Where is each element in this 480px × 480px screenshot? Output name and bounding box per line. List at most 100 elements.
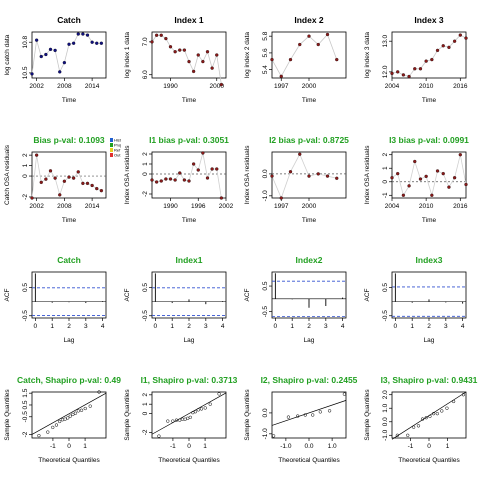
series-line bbox=[31, 155, 102, 199]
panel-title: Index 1 bbox=[174, 15, 204, 25]
x-tick-label: 2010 bbox=[419, 83, 434, 90]
x-axis-label: Lag bbox=[424, 337, 435, 344]
data-point bbox=[288, 57, 293, 62]
data-point bbox=[458, 33, 462, 37]
series-line bbox=[391, 154, 467, 197]
y-axis-label: ACF bbox=[364, 288, 371, 301]
data-point bbox=[58, 193, 62, 197]
panel-p9: Catch 0 1 2 3 4 -0.5 0.5 Lag ACF bbox=[4, 255, 107, 344]
y-tick-label: 5.4 bbox=[262, 65, 269, 74]
data-point bbox=[452, 176, 457, 180]
y-tick-label: 0.0 bbox=[382, 417, 389, 426]
data-point bbox=[164, 177, 168, 181]
panel-title: Bias p-val: 0.1093 bbox=[33, 135, 105, 145]
qq-point bbox=[445, 406, 449, 410]
data-point bbox=[164, 36, 168, 41]
data-point bbox=[335, 176, 339, 180]
x-axis-label: Time bbox=[182, 217, 197, 224]
y-tick-label: 7.0 bbox=[142, 37, 149, 46]
x-axis-label: Theoretical Quantiles bbox=[38, 457, 100, 464]
data-point bbox=[62, 179, 67, 183]
data-point bbox=[178, 48, 182, 52]
data-point bbox=[215, 53, 219, 57]
data-point bbox=[418, 177, 423, 181]
panel-title: Index3 bbox=[416, 255, 443, 265]
y-tick-label: -0.5 bbox=[382, 310, 389, 322]
y-tick-label: 2 bbox=[142, 152, 149, 156]
y-tick-label: 0.0 bbox=[262, 169, 269, 178]
y-axis-label: Sample Quantiles bbox=[244, 389, 251, 441]
x-axis-label: Time bbox=[422, 217, 437, 224]
qq-point bbox=[420, 417, 425, 421]
x-axis-label: Time bbox=[302, 217, 317, 224]
x-tick-label: 3 bbox=[204, 323, 208, 330]
y-tick-label: -1.0 bbox=[262, 190, 269, 202]
x-tick-label: 1 bbox=[410, 323, 414, 330]
x-tick-label: 2002 bbox=[29, 203, 44, 210]
x-tick-label: 0 bbox=[274, 323, 278, 330]
panel-p7: I2 bias p-val: 0.8725 1997 2000 -1.0 0.0 Time… bbox=[244, 135, 349, 224]
data-point bbox=[210, 167, 214, 171]
y-tick-label: -2 bbox=[22, 194, 29, 200]
data-point bbox=[196, 53, 200, 57]
x-tick-label: 2014 bbox=[85, 203, 100, 210]
x-tick-label: 2016 bbox=[453, 203, 468, 210]
data-point bbox=[407, 74, 411, 79]
data-point bbox=[90, 40, 94, 44]
data-point bbox=[270, 174, 274, 178]
qq-point bbox=[178, 418, 182, 422]
x-axis-label: Theoretical Quantiles bbox=[158, 457, 220, 464]
panel-title: I2, Shapiro p-val: 0.2455 bbox=[261, 375, 358, 385]
panel-title: Catch bbox=[57, 15, 81, 25]
y-tick-label: 0.5 bbox=[22, 400, 29, 409]
data-point bbox=[173, 50, 177, 54]
x-axis-label: Time bbox=[422, 97, 437, 104]
panel-p10: Index1 0 1 2 3 4 -0.5 0.5 Lag ACF bbox=[124, 255, 227, 344]
qq-point bbox=[79, 408, 84, 412]
x-axis-label: Time bbox=[182, 97, 197, 104]
x-tick-label: 1.0 bbox=[328, 443, 337, 450]
qq-point bbox=[411, 425, 416, 429]
data-point bbox=[401, 73, 406, 77]
qq-point bbox=[318, 410, 322, 414]
x-axis-label: Time bbox=[62, 217, 77, 224]
qq-point bbox=[451, 399, 456, 404]
data-point bbox=[413, 67, 417, 71]
data-point bbox=[447, 45, 451, 49]
x-tick-label: 2 bbox=[67, 323, 71, 330]
y-tick-label: 0.5 bbox=[22, 283, 29, 292]
x-tick-label: 2016 bbox=[453, 83, 468, 90]
y-tick-label: 0.5 bbox=[262, 281, 269, 290]
data-point bbox=[30, 196, 34, 200]
x-tick-label: 2 bbox=[307, 323, 311, 330]
y-tick-label: 2.0 bbox=[382, 390, 389, 399]
data-point bbox=[71, 176, 76, 180]
qq-point bbox=[37, 433, 41, 438]
y-axis-label: Sample Quantiles bbox=[4, 389, 11, 441]
data-point bbox=[168, 45, 173, 49]
qq-point bbox=[73, 411, 78, 415]
data-point bbox=[67, 42, 71, 46]
data-point bbox=[71, 41, 76, 45]
x-tick-label: 1 bbox=[83, 443, 87, 450]
panel-title: Index 2 bbox=[294, 15, 324, 25]
y-axis-label: log catch data bbox=[4, 34, 11, 75]
y-tick-label: 6.0 bbox=[142, 70, 149, 79]
panel-p5: Bias p-val: 0.1093 2002 2008 2014 -2 0 1 2 Time C… bbox=[4, 135, 122, 224]
data-point bbox=[316, 42, 320, 47]
qq-point bbox=[311, 413, 315, 417]
data-point bbox=[99, 41, 104, 45]
panel-title: Index2 bbox=[296, 255, 323, 265]
x-tick-label: 4 bbox=[221, 323, 225, 330]
data-point bbox=[154, 180, 159, 184]
data-point bbox=[205, 176, 210, 180]
y-tick-label: 1.0 bbox=[382, 403, 389, 412]
data-point bbox=[90, 183, 94, 188]
y-tick-label: 10.5 bbox=[22, 66, 29, 79]
data-point bbox=[44, 52, 48, 57]
data-point bbox=[430, 57, 434, 62]
panel-p11: Index2 0 1 2 3 4 -0.5 0.5 Lag ACF bbox=[244, 255, 347, 344]
plot-frame bbox=[31, 151, 107, 199]
x-tick-label: 4 bbox=[461, 323, 465, 330]
data-point bbox=[182, 48, 187, 52]
